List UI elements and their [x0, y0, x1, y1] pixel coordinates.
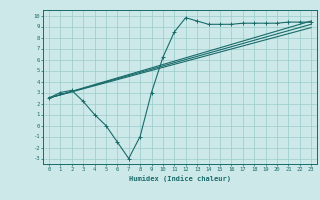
X-axis label: Humidex (Indice chaleur): Humidex (Indice chaleur) [129, 175, 231, 182]
